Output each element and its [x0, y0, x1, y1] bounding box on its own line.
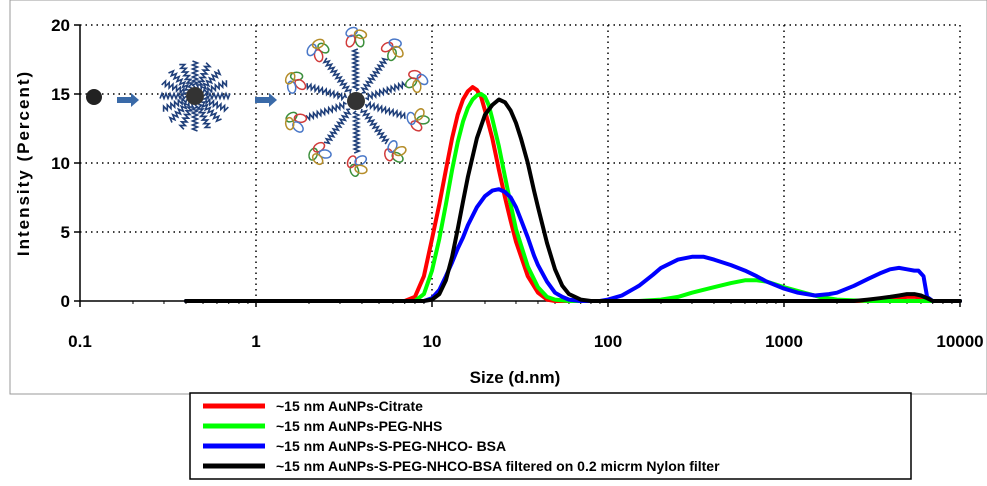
y-axis-label: Intensity (Percent): [14, 70, 33, 256]
y-tick-label: 0: [61, 292, 70, 311]
y-tick-labels: 0 5 10 15 20: [51, 16, 70, 311]
bare-gold-nanoparticle-icon: [86, 89, 102, 105]
x-tick-label: 0.1: [68, 332, 92, 351]
x-axis-label: Size (d.nm): [470, 368, 561, 387]
x-tick-label: 1000: [765, 332, 803, 351]
y-tick-label: 15: [51, 85, 70, 104]
bsa-conjugated-nanoparticle-icon: [284, 26, 430, 177]
arrow-icon: [117, 93, 139, 107]
y-tick-label: 10: [51, 154, 70, 173]
legend-label-2: ~15 nm AuNPs-PEG-NHS: [276, 418, 442, 434]
chart-frame: [9, 0, 987, 395]
grid: [80, 24, 961, 301]
legend-label-1: ~15 nm AuNPs-Citrate: [276, 398, 423, 414]
nanoparticle-schematic: [86, 26, 430, 177]
x-tick-label: 100: [594, 332, 622, 351]
x-tick-label: 1: [251, 332, 260, 351]
y-tick-label: 20: [51, 16, 70, 35]
series-line-4: [184, 97, 962, 303]
legend-label-3: ~15 nm AuNPs-S-PEG-NHCO- BSA: [276, 438, 506, 454]
legend: ~15 nm AuNPs-Citrate ~15 nm AuNPs-PEG-NHS…: [203, 398, 720, 474]
x-tick-label: 10: [423, 332, 442, 351]
legend-label-4: ~15 nm AuNPs-S-PEG-NHCO-BSA filtered on …: [276, 458, 720, 474]
y-tick-label: 5: [61, 223, 70, 242]
x-tick-labels: 0.1 1 10 100 1000 10000: [68, 332, 983, 351]
series-line-3: [184, 187, 962, 303]
peg-nhs-nanoparticle-icon: [159, 60, 231, 132]
arrow-icon: [255, 93, 277, 107]
x-tick-label: 10000: [936, 332, 983, 351]
series-lines: [184, 85, 962, 303]
legend-box: [189, 392, 912, 480]
